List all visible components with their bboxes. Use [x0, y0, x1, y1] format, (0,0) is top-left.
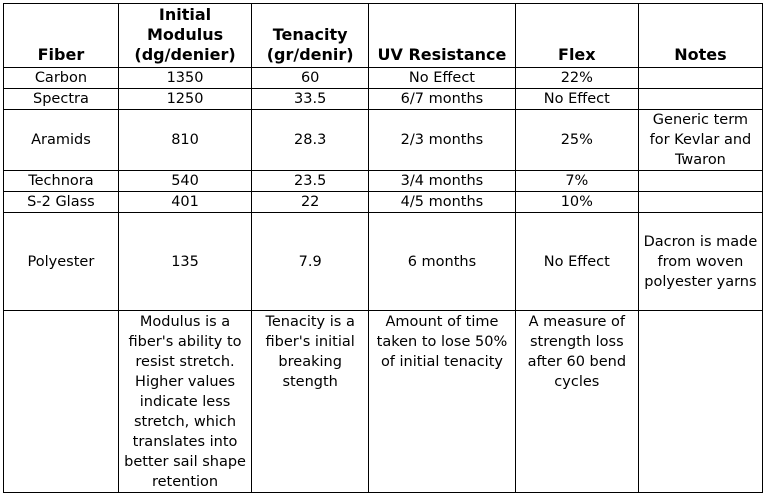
- cell-flex: 25%: [514, 109, 639, 171]
- table-row-technora: Technora 540 23.5 3/4 months 7%: [3, 170, 764, 192]
- cell-flex: 22%: [514, 67, 639, 89]
- header-row: Fiber Initial Modulus (dg/denier) Tenaci…: [3, 3, 764, 68]
- cell-notes: [637, 88, 764, 110]
- definition-uv-resistance: Amount of time taken to lose 50% of init…: [368, 310, 516, 493]
- cell-fiber: Carbon: [3, 67, 119, 89]
- cell-flex: 7%: [514, 170, 639, 192]
- header-tenacity: Tenacity (gr/denir): [251, 3, 370, 68]
- cell-fiber: Technora: [3, 170, 119, 192]
- definition-flex: A measure of strength loss after 60 bend…: [514, 310, 639, 493]
- cell-uv: 2/3 months: [368, 109, 516, 171]
- header-flex: Flex: [514, 3, 639, 68]
- cell-uv: 6 months: [368, 212, 516, 311]
- cell-tenacity: 23.5: [251, 170, 370, 192]
- definition-modulus: Modulus is a fiber's ability to resist s…: [117, 310, 253, 493]
- cell-modulus: 540: [117, 170, 253, 192]
- cell-notes: [637, 67, 764, 89]
- table-row-aramids: Aramids 810 28.3 2/3 months 25% Generic …: [3, 109, 764, 171]
- cell-flex: No Effect: [514, 88, 639, 110]
- cell-uv: 4/5 months: [368, 191, 516, 213]
- cell-fiber: Spectra: [3, 88, 119, 110]
- cell-uv: 3/4 months: [368, 170, 516, 192]
- table-row-carbon: Carbon 1350 60 No Effect 22%: [3, 67, 764, 89]
- cell-fiber: S-2 Glass: [3, 191, 119, 213]
- fiber-comparison-table: Fiber Initial Modulus (dg/denier) Tenaci…: [3, 3, 764, 493]
- cell-notes: [637, 191, 764, 213]
- table-row-spectra: Spectra 1250 33.5 6/7 months No Effect: [3, 88, 764, 110]
- table-row-s2-glass: S-2 Glass 401 22 4/5 months 10%: [3, 191, 764, 213]
- table-row-definitions: Modulus is a fiber's ability to resist s…: [3, 310, 764, 493]
- cell-modulus: 1350: [117, 67, 253, 89]
- cell-uv: No Effect: [368, 67, 516, 89]
- header-fiber: Fiber: [3, 3, 119, 68]
- definition-tenacity: Tenacity is a fiber's initial breaking s…: [251, 310, 370, 493]
- cell-flex: 10%: [514, 191, 639, 213]
- cell-definition-notes-blank: [637, 310, 764, 493]
- cell-modulus: 401: [117, 191, 253, 213]
- cell-modulus: 1250: [117, 88, 253, 110]
- header-initial-modulus: Initial Modulus (dg/denier): [117, 3, 253, 68]
- cell-definition-blank: [3, 310, 119, 493]
- cell-tenacity: 22: [251, 191, 370, 213]
- cell-tenacity: 33.5: [251, 88, 370, 110]
- cell-uv: 6/7 months: [368, 88, 516, 110]
- header-notes: Notes: [637, 3, 764, 68]
- table-row-polyester: Polyester 135 7.9 6 months No Effect Dac…: [3, 212, 764, 311]
- cell-modulus: 810: [117, 109, 253, 171]
- cell-modulus: 135: [117, 212, 253, 311]
- cell-tenacity: 60: [251, 67, 370, 89]
- cell-tenacity: 7.9: [251, 212, 370, 311]
- header-uv-resistance: UV Resistance: [368, 3, 516, 68]
- cell-notes: [637, 170, 764, 192]
- cell-notes: Dacron is made from woven polyester yarn…: [637, 212, 764, 311]
- cell-tenacity: 28.3: [251, 109, 370, 171]
- cell-fiber: Aramids: [3, 109, 119, 171]
- cell-fiber: Polyester: [3, 212, 119, 311]
- cell-notes: Generic term for Kevlar and Twaron: [637, 109, 764, 171]
- cell-flex: No Effect: [514, 212, 639, 311]
